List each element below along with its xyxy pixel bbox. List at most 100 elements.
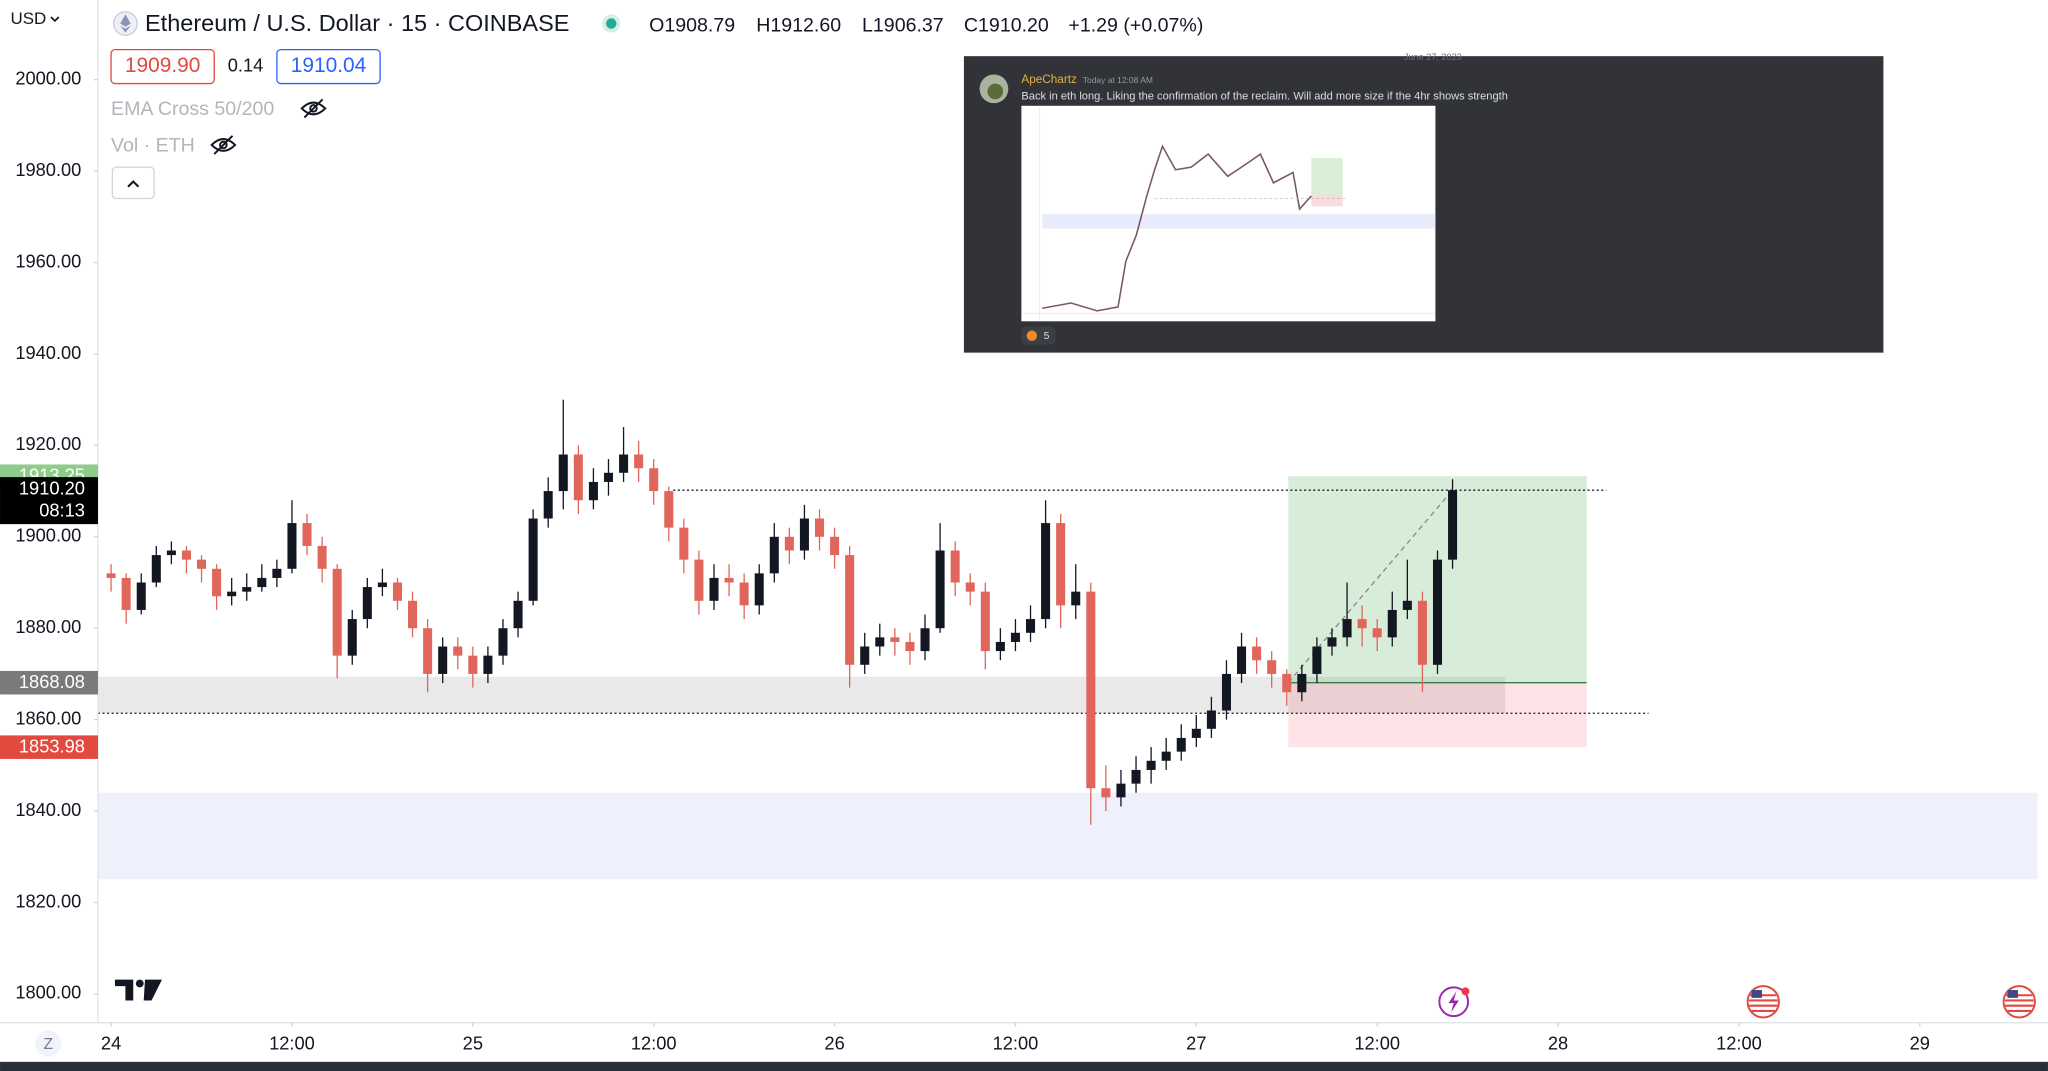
ohlc-open: O1908.79 (649, 14, 735, 36)
candle-body (905, 641, 915, 652)
tradingview-logo[interactable] (114, 979, 162, 1001)
y-tick-label: 1820.00 (15, 890, 81, 911)
x-tick-label: 12:00 (631, 1033, 677, 1054)
candle-body (1146, 760, 1156, 770)
flag-icon[interactable] (1746, 985, 1780, 1019)
candle-body (287, 523, 297, 569)
candle-body (197, 559, 207, 569)
x-tick-label: 28 (1548, 1033, 1568, 1054)
candle-body (212, 568, 222, 597)
candle-body (362, 587, 372, 620)
price-label-box (0, 735, 98, 759)
ohlc-low: L1906.37 (862, 14, 944, 36)
x-tick-label: 12:00 (1716, 1033, 1762, 1054)
ohlc-change: +1.29 (+0.07%) (1068, 14, 1203, 36)
candle-body (1342, 619, 1352, 638)
candle-body (392, 582, 402, 601)
candle-body (1101, 788, 1111, 798)
y-tick-label: 2000.00 (15, 68, 81, 89)
candle-body (1448, 490, 1458, 560)
candle-body (1010, 632, 1020, 642)
currency-chevron (50, 16, 60, 23)
inset-time: Today at 12:08 AM (1083, 75, 1153, 85)
market-status-dot (606, 18, 617, 29)
candle-body (136, 582, 146, 610)
buy-button[interactable] (276, 48, 381, 85)
candle-body (498, 628, 508, 656)
candle-body (965, 582, 975, 592)
sell-button[interactable] (110, 48, 215, 85)
candle-body (528, 518, 538, 601)
candle-body (1176, 737, 1186, 752)
price-zone (97, 792, 2038, 880)
candle-body (257, 577, 267, 588)
candle-body (438, 646, 448, 674)
zoom-label[interactable]: Z (44, 1036, 54, 1053)
candle-body (377, 582, 387, 588)
flag-icon[interactable] (2002, 985, 2036, 1019)
inset-chart-image (1021, 105, 1436, 322)
candle-body (106, 573, 116, 578)
x-tick-label: 12:00 (269, 1033, 315, 1054)
candle-body (1191, 728, 1201, 738)
candle-body (181, 550, 191, 560)
candle-body (709, 577, 719, 601)
candle-body (513, 600, 523, 629)
candle-body (1161, 751, 1171, 761)
candle-body (1221, 673, 1231, 711)
indicator-ema[interactable]: EMA Cross 50/200 (111, 98, 274, 120)
candle-body (634, 454, 644, 469)
candle-body (166, 550, 176, 556)
candle-body (649, 468, 659, 492)
y-tick-label: 1900.00 (15, 525, 81, 546)
candle-body (769, 536, 779, 574)
candle-body (227, 591, 237, 597)
x-tick-label: 12:00 (1354, 1033, 1400, 1054)
currency[interactable]: USD (10, 9, 46, 28)
ohlc-high: H1912.60 (756, 14, 841, 36)
candle-body (860, 646, 870, 665)
x-tick-label: 27 (1186, 1033, 1206, 1054)
zoom-button[interactable] (35, 1030, 62, 1057)
price-zone (97, 676, 1506, 714)
x-tick-label: 24 (101, 1033, 121, 1054)
candle-body (588, 481, 598, 501)
candle-body (1417, 600, 1427, 665)
inset-fire-icon (1026, 330, 1038, 341)
price-label-box (0, 670, 98, 695)
symbol-title: Ethereum / U.S. Dollar · 15 · COINBASE (145, 10, 569, 36)
buy-price[interactable]: 1910.04 (291, 54, 366, 77)
indicator-vol[interactable]: Vol · ETH (111, 134, 195, 156)
candle-body (1116, 783, 1126, 798)
candle-body (1026, 619, 1036, 633)
price-label: 1853.98 (19, 736, 85, 757)
x-tick-label: 26 (824, 1033, 844, 1054)
events-badge (1461, 987, 1470, 996)
candle-body (347, 619, 357, 656)
hidden-eye-icon[interactable] (300, 98, 327, 119)
y-tick-label: 1940.00 (15, 342, 81, 363)
candle-body (151, 555, 161, 583)
inset-reaction-count: 5 (1044, 331, 1050, 342)
bottom-border (0, 1061, 2048, 1071)
candle-body (799, 518, 809, 551)
x-tick-label: 25 (463, 1033, 483, 1054)
candle-body (453, 646, 463, 656)
sell-price[interactable]: 1909.90 (125, 54, 200, 77)
inset-message: Back in eth long. Liking the confirmatio… (1021, 91, 1508, 103)
position-path (1287, 489, 1454, 684)
candle-body (573, 454, 583, 501)
candle-body (1041, 523, 1051, 620)
candle-body (121, 577, 131, 610)
ohlc-close: C1910.20 (964, 14, 1049, 36)
candle-body (483, 655, 493, 674)
candle-body (754, 573, 764, 606)
hidden-eye-icon[interactable] (210, 135, 237, 155)
candle-body (1237, 646, 1247, 674)
y-tick-label: 1880.00 (15, 616, 81, 637)
candle-body (1402, 600, 1412, 610)
candle-body (1312, 646, 1322, 674)
inset-user: ApeChartz (1021, 73, 1077, 86)
events-bolt (1448, 991, 1459, 1013)
